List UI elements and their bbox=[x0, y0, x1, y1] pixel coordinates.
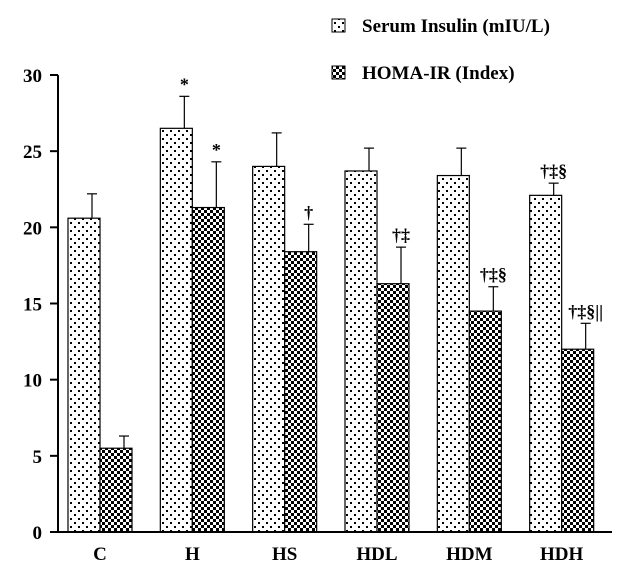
legend-swatch-serum-insulin bbox=[331, 18, 346, 33]
y-tick-label: 10 bbox=[23, 371, 42, 392]
significance-marker: †‡ bbox=[392, 225, 410, 245]
x-category-label-hdm: HDM bbox=[446, 544, 493, 565]
legend: Serum Insulin (mIU/L) HOMA-IR (Index) bbox=[331, 16, 550, 84]
x-axis-labels: C H HS HDL HDM HDH bbox=[93, 544, 583, 565]
y-axis-ticks: 0 5 10 15 20 25 30 bbox=[23, 66, 58, 544]
error-bars bbox=[87, 95, 591, 449]
bar-homa-ir-c bbox=[99, 447, 133, 533]
significance-marker: † bbox=[304, 202, 313, 222]
bar-serum-insulin-hs bbox=[252, 165, 286, 533]
bar-homa-ir-hdm bbox=[468, 310, 502, 533]
legend-swatch-homa-ir bbox=[331, 65, 346, 80]
y-tick-label: 30 bbox=[23, 66, 42, 87]
bar-serum-insulin-hdl bbox=[344, 170, 378, 533]
significance-marker: †‡§ bbox=[480, 265, 507, 285]
x-category-label-hdh: HDH bbox=[540, 544, 584, 565]
legend-item-serum-insulin: Serum Insulin (mIU/L) bbox=[331, 16, 550, 37]
bars bbox=[67, 127, 595, 533]
legend-item-homa-ir: HOMA-IR (Index) bbox=[331, 63, 515, 84]
y-tick-label: 25 bbox=[23, 142, 42, 163]
bar-homa-ir-h bbox=[191, 206, 225, 533]
significance-marker: †‡§|| bbox=[568, 301, 603, 321]
bar-homa-ir-hdh bbox=[561, 348, 595, 533]
y-tick-label: 15 bbox=[23, 295, 42, 316]
significance-marker: * bbox=[180, 74, 189, 94]
y-tick-label: 5 bbox=[33, 447, 43, 468]
bar-serum-insulin-hdm bbox=[436, 174, 470, 533]
x-category-label-h: H bbox=[185, 544, 200, 565]
bar-homa-ir-hs bbox=[284, 251, 318, 533]
y-tick-label: 20 bbox=[23, 218, 42, 239]
legend-label-serum-insulin: Serum Insulin (mIU/L) bbox=[362, 16, 550, 37]
bar-serum-insulin-c bbox=[67, 217, 101, 533]
y-tick-label: 0 bbox=[33, 523, 43, 544]
x-category-label-hdl: HDL bbox=[356, 544, 397, 565]
bar-serum-insulin-h bbox=[159, 127, 193, 533]
bar-homa-ir-hdl bbox=[376, 283, 410, 533]
x-category-label-c: C bbox=[93, 544, 107, 565]
x-category-label-hs: HS bbox=[272, 544, 297, 565]
significance-marker: * bbox=[212, 140, 221, 160]
significance-marker: †‡§ bbox=[540, 161, 567, 181]
legend-label-homa-ir: HOMA-IR (Index) bbox=[362, 63, 515, 84]
significance-annotations: * * † †‡ †‡§ †‡§ †‡§|| bbox=[180, 74, 603, 321]
bar-serum-insulin-hdh bbox=[529, 194, 563, 533]
